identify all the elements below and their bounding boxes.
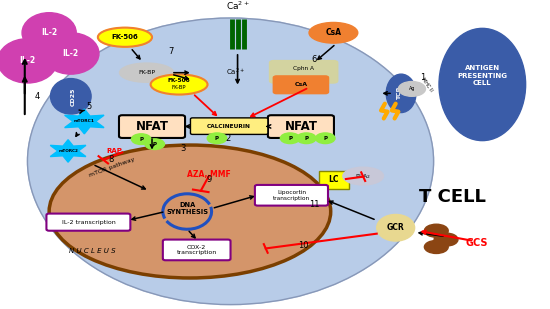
Circle shape	[425, 224, 448, 237]
Ellipse shape	[49, 145, 331, 278]
Circle shape	[425, 240, 448, 253]
FancyBboxPatch shape	[46, 214, 130, 231]
Text: CsA: CsA	[326, 28, 342, 37]
Text: 10: 10	[299, 241, 309, 250]
FancyBboxPatch shape	[163, 239, 230, 260]
Text: P: P	[139, 137, 143, 142]
Polygon shape	[65, 109, 104, 134]
Text: 1: 1	[420, 73, 425, 82]
Text: IL-2: IL-2	[41, 28, 57, 37]
Circle shape	[398, 82, 426, 96]
Circle shape	[434, 233, 458, 246]
FancyBboxPatch shape	[273, 76, 328, 94]
FancyBboxPatch shape	[320, 171, 349, 189]
Text: DNA
SYNTHESIS: DNA SYNTHESIS	[166, 202, 208, 215]
Text: FK-506: FK-506	[112, 34, 138, 40]
Ellipse shape	[377, 214, 415, 241]
Ellipse shape	[386, 74, 416, 112]
Text: FK-BP: FK-BP	[172, 85, 186, 90]
Text: P: P	[288, 136, 292, 141]
Text: PLA$_2$: PLA$_2$	[355, 171, 371, 180]
Text: 2: 2	[225, 134, 230, 143]
Text: COX-2
transcription: COX-2 transcription	[177, 244, 217, 255]
Ellipse shape	[0, 39, 57, 83]
Text: NFAT: NFAT	[284, 120, 317, 133]
Text: IL-2: IL-2	[63, 49, 79, 58]
Text: T CELL: T CELL	[419, 188, 486, 206]
Circle shape	[131, 134, 151, 144]
Circle shape	[207, 133, 227, 144]
Text: 5: 5	[86, 102, 91, 111]
Polygon shape	[50, 140, 86, 162]
Circle shape	[296, 133, 316, 144]
Ellipse shape	[98, 28, 152, 47]
Text: LC: LC	[329, 175, 339, 184]
Text: 8: 8	[109, 155, 114, 164]
Text: mTORC2: mTORC2	[58, 149, 78, 153]
FancyBboxPatch shape	[268, 115, 334, 138]
Text: 3: 3	[180, 143, 185, 153]
Text: RAP: RAP	[106, 148, 122, 154]
Text: MHC II: MHC II	[420, 77, 433, 92]
Ellipse shape	[119, 63, 174, 82]
Text: FK-506: FK-506	[168, 78, 190, 83]
Text: IL-2: IL-2	[19, 56, 36, 66]
Text: CsA: CsA	[294, 82, 307, 87]
Text: Ca$^{2+}$: Ca$^{2+}$	[226, 0, 250, 12]
Text: Lipocortin
transcription: Lipocortin transcription	[273, 190, 310, 201]
Text: IL-2 transcription: IL-2 transcription	[62, 220, 116, 225]
Ellipse shape	[28, 18, 433, 305]
Ellipse shape	[51, 78, 91, 114]
Circle shape	[280, 133, 300, 144]
Text: P: P	[215, 136, 219, 141]
Text: 4: 4	[35, 92, 40, 101]
Text: mTORC1: mTORC1	[74, 119, 95, 123]
Ellipse shape	[309, 23, 358, 43]
Text: mTOR pathway: mTOR pathway	[88, 157, 135, 178]
Text: GCR: GCR	[387, 223, 405, 232]
Text: Ca$^{2+}$: Ca$^{2+}$	[227, 67, 245, 78]
Text: P: P	[323, 136, 327, 141]
Text: 6: 6	[312, 55, 317, 64]
Text: FK-BP: FK-BP	[138, 70, 155, 75]
Text: 9: 9	[206, 175, 212, 184]
Ellipse shape	[43, 33, 99, 74]
Text: CD25: CD25	[71, 87, 76, 106]
Text: NFAT: NFAT	[135, 120, 168, 133]
Text: 7: 7	[168, 48, 174, 57]
Text: P: P	[153, 142, 157, 147]
Text: ANTIGEN
PRESENTING
CELL: ANTIGEN PRESENTING CELL	[457, 65, 507, 86]
Ellipse shape	[439, 28, 526, 141]
FancyBboxPatch shape	[270, 61, 338, 83]
FancyBboxPatch shape	[119, 115, 185, 138]
Ellipse shape	[343, 167, 383, 185]
Text: CALCINEURIN: CALCINEURIN	[207, 124, 251, 129]
FancyBboxPatch shape	[190, 118, 268, 134]
Circle shape	[316, 133, 335, 144]
Text: TCR: TCR	[397, 87, 402, 100]
Text: N U C L E U S: N U C L E U S	[69, 248, 116, 254]
Circle shape	[145, 139, 164, 150]
Ellipse shape	[151, 74, 207, 95]
FancyBboxPatch shape	[255, 185, 328, 205]
Text: Ag: Ag	[409, 87, 415, 91]
Text: 11: 11	[309, 200, 320, 209]
Text: Cphn A: Cphn A	[293, 66, 314, 71]
Text: AZA, MMF: AZA, MMF	[187, 170, 231, 179]
Ellipse shape	[22, 13, 76, 53]
Text: GCS: GCS	[466, 238, 488, 248]
Text: P: P	[304, 136, 309, 141]
